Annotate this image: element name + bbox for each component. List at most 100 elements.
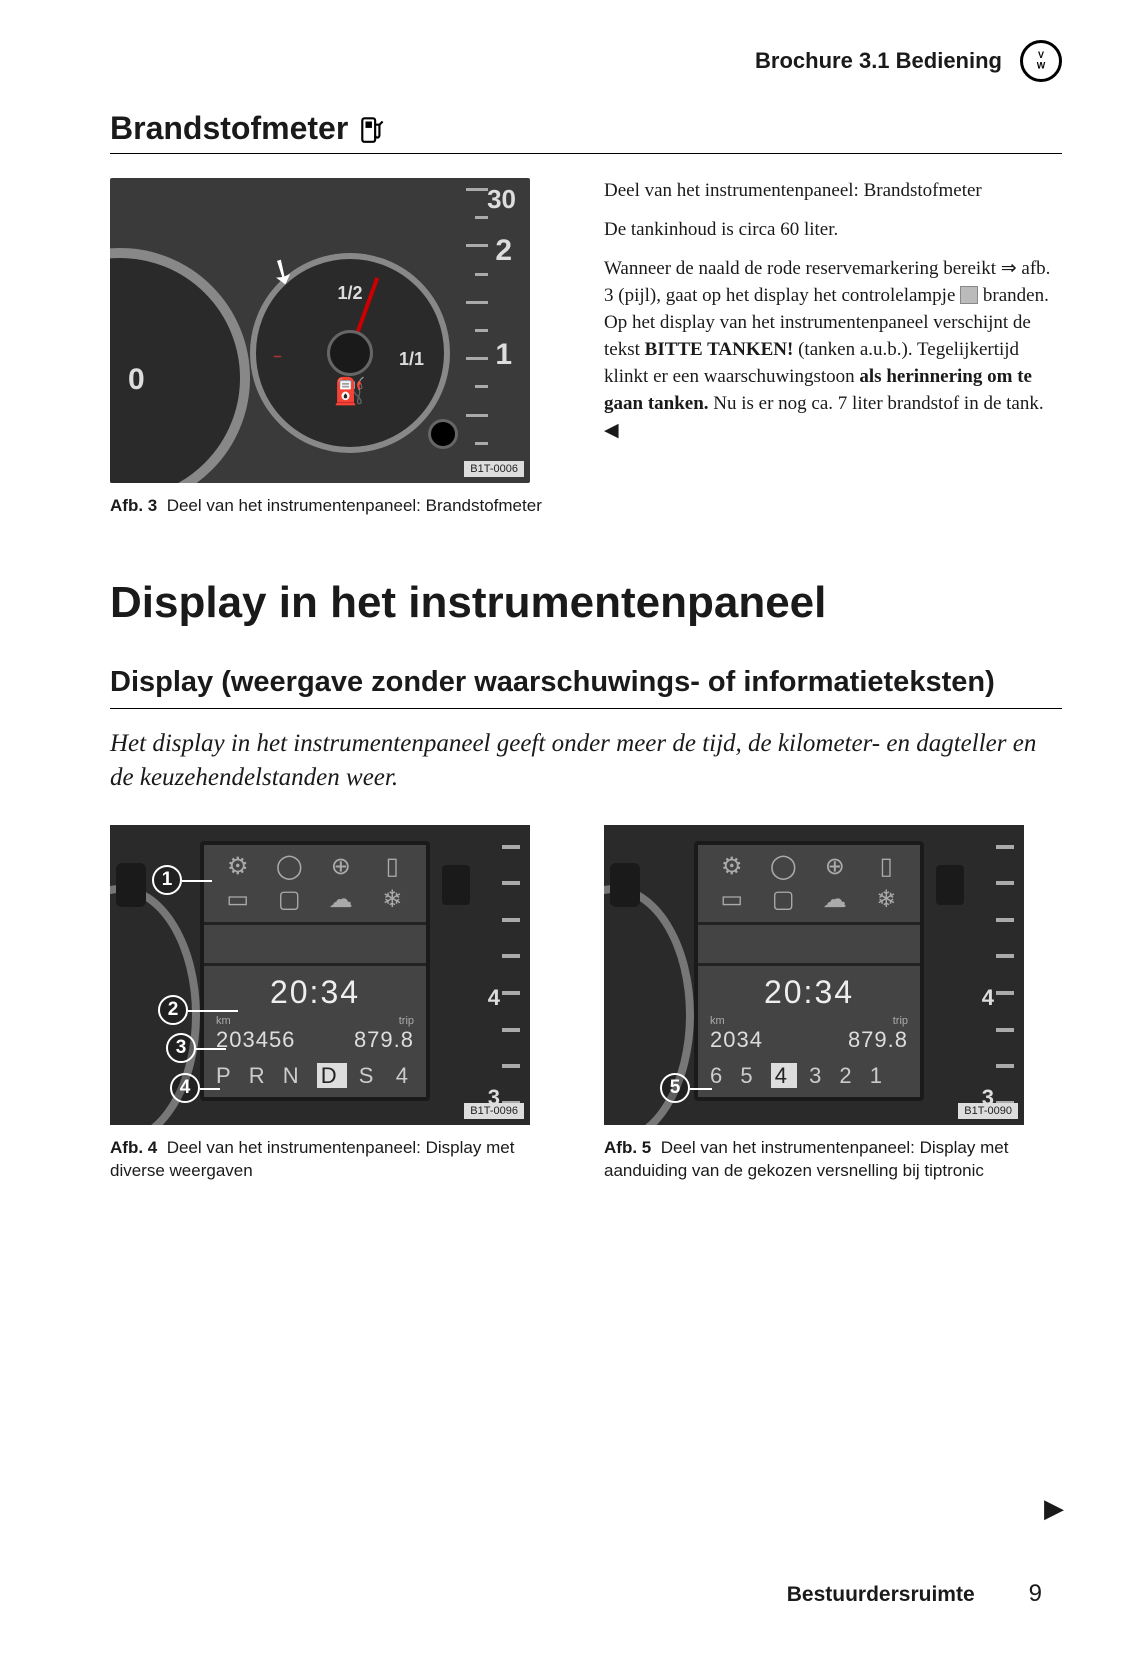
fig5-odo: km2034 trip879.8 bbox=[698, 1015, 920, 1059]
fig4-gear-row: P R N D S 4 bbox=[204, 1059, 426, 1097]
icon-circle: ◯ bbox=[758, 852, 810, 881]
fig5-gear-row: 6 5 4 3 2 1 bbox=[698, 1059, 920, 1097]
icon-service: ⚙ bbox=[706, 852, 758, 881]
footer-page-number: 9 bbox=[1029, 1580, 1042, 1608]
fig5-right-ticks bbox=[996, 845, 1014, 1105]
fig4-time: 20:34 bbox=[204, 966, 426, 1015]
footer-section: Bestuurdersruimte bbox=[787, 1583, 975, 1607]
fig5-callout-5: 5 bbox=[660, 1073, 690, 1103]
fig5-lcd-iconrow: ⚙ ◯ ⊕ ▯ ▭ ▢ ☁ ❄ bbox=[698, 845, 920, 925]
fig5-km-label: km bbox=[710, 1015, 763, 1027]
fig5-time: 20:34 bbox=[698, 966, 920, 1015]
figure4-column: ⚙ ◯ ⊕ ▯ ▭ ▢ ☁ ❄ 20:34 km203456 trip879.8 bbox=[110, 825, 568, 1183]
fig4-right-4: 4 bbox=[488, 985, 500, 1011]
fuel-full-label: 1/1 bbox=[399, 349, 424, 370]
section1-para2: De tankinhoud is circa 60 liter. bbox=[604, 217, 1062, 244]
figure4-caption: Afb. 4 Deel van het instrumentenpaneel: … bbox=[110, 1137, 568, 1183]
fig4-gear-number: 4 bbox=[396, 1063, 414, 1089]
figure5-caption-text: Deel van het instrumentenpaneel: Display… bbox=[604, 1138, 1008, 1180]
icon-service: ⚙ bbox=[212, 852, 264, 881]
figure3-fuel-gauge: 0 1/2 1/1 ⎯ ⛽ ➘ 30 2 1 B1T-0006 bbox=[110, 178, 530, 483]
icon-steer: ☁ bbox=[315, 885, 367, 914]
fuel-pump-glyph-icon: ⛽ bbox=[334, 377, 366, 407]
figure3-caption-label: Afb. 3 bbox=[110, 496, 157, 515]
page-footer: Bestuurdersruimte 9 bbox=[787, 1580, 1042, 1608]
fig4-odo: km203456 trip879.8 bbox=[204, 1015, 426, 1059]
fig4-trip-value: 879.8 bbox=[354, 1027, 414, 1052]
figure4-caption-label: Afb. 4 bbox=[110, 1138, 157, 1157]
fig4-km-label: km bbox=[216, 1015, 295, 1027]
section1-para3: Wanneer de naald de rode reservemarkerin… bbox=[604, 256, 1062, 445]
right-gauge-ticks bbox=[466, 188, 488, 473]
figure5-display: ⚙ ◯ ⊕ ▯ ▭ ▢ ☁ ❄ 20:34 km2034 trip879.8 bbox=[604, 825, 1024, 1125]
fig5-left-button bbox=[610, 863, 640, 907]
fig4-km-value: 203456 bbox=[216, 1027, 295, 1052]
icon-steer: ☁ bbox=[809, 885, 861, 914]
figure3-id: B1T-0006 bbox=[464, 461, 524, 477]
fig5-gear-letters: 6 5 4 3 2 1 bbox=[710, 1063, 888, 1089]
vw-logo-icon: V W bbox=[1020, 40, 1062, 82]
icon-door: ▯ bbox=[367, 852, 419, 881]
figure5-id: B1T-0090 bbox=[958, 1103, 1018, 1119]
fig5-callout-5-line bbox=[690, 1088, 712, 1090]
figure5-column: ⚙ ◯ ⊕ ▯ ▭ ▢ ☁ ❄ 20:34 km2034 trip879.8 bbox=[604, 825, 1062, 1183]
fig5-trip-label: trip bbox=[848, 1015, 908, 1027]
fig5-lcd: ⚙ ◯ ⊕ ▯ ▭ ▢ ☁ ❄ 20:34 km2034 trip879.8 bbox=[694, 841, 924, 1101]
page-header: Brochure 3.1 Bediening V W bbox=[110, 40, 1062, 82]
svg-text:V: V bbox=[1038, 50, 1044, 60]
fig4-callout-4-line bbox=[200, 1088, 220, 1090]
figure5-caption-label: Afb. 5 bbox=[604, 1138, 651, 1157]
fig4-callout-2-line bbox=[188, 1010, 238, 1012]
figure3-caption-text: Deel van het instrumentenpaneel: Brandst… bbox=[167, 496, 542, 515]
right-gauge-1: 1 bbox=[495, 338, 512, 372]
fig4-callout-3-line bbox=[196, 1048, 226, 1050]
figure3-caption: Afb. 3 Deel van het instrumentenpaneel: … bbox=[110, 495, 568, 518]
icon-washer: ▢ bbox=[758, 885, 810, 914]
section1-para1: Deel van het instrumentenpaneel: Brandst… bbox=[604, 178, 1062, 205]
brochure-label: Brochure 3.1 Bediening bbox=[755, 48, 1002, 74]
icon-circle: ◯ bbox=[264, 852, 316, 881]
section-title-brandstofmeter: Brandstofmeter bbox=[110, 110, 1062, 154]
fig4-lcd: ⚙ ◯ ⊕ ▯ ▭ ▢ ☁ ❄ 20:34 km203456 trip879.8 bbox=[200, 841, 430, 1101]
fuel-warning-lamp-icon bbox=[960, 286, 978, 304]
fig5-right-button bbox=[936, 865, 964, 905]
icon-engine: ▭ bbox=[212, 885, 264, 914]
figure4-id: B1T-0096 bbox=[464, 1103, 524, 1119]
chapter-title: Display in het instrumentenpaneel bbox=[110, 578, 1062, 628]
section-title-text: Brandstofmeter bbox=[110, 110, 348, 147]
fuel-pump-icon bbox=[360, 114, 386, 144]
fig5-trip-value: 879.8 bbox=[848, 1027, 908, 1052]
icon-bulb: ⊕ bbox=[315, 852, 367, 881]
warning-led-icon bbox=[428, 419, 458, 449]
figure4-caption-text: Deel van het instrumentenpaneel: Display… bbox=[110, 1138, 514, 1180]
fuel-dial-center bbox=[327, 330, 373, 376]
fig4-right-ticks bbox=[502, 845, 520, 1105]
fig4-callout-2: 2 bbox=[158, 995, 188, 1025]
fig4-right-button bbox=[442, 865, 470, 905]
fig5-gear-selected: 4 bbox=[771, 1063, 797, 1088]
fig5-right-4: 4 bbox=[982, 985, 994, 1011]
chapter-lead: Het display in het instrumentenpaneel ge… bbox=[110, 727, 1062, 795]
fig4-gear-selected: D bbox=[317, 1063, 347, 1088]
fig5-km-value: 2034 bbox=[710, 1027, 763, 1052]
speedo-zero-label: 0 bbox=[128, 363, 145, 397]
continue-arrow-icon: ▶ bbox=[1044, 1494, 1064, 1524]
fuel-half-label: 1/2 bbox=[337, 283, 362, 304]
right-gauge-30: 30 bbox=[487, 184, 516, 215]
p3-bold1: BITTE TANKEN! bbox=[645, 339, 794, 360]
icon-engine: ▭ bbox=[706, 885, 758, 914]
icon-frost: ❄ bbox=[861, 885, 913, 914]
right-gauge-2: 2 bbox=[495, 234, 512, 268]
icon-frost: ❄ bbox=[367, 885, 419, 914]
fig4-callout-1-line bbox=[182, 880, 212, 882]
figure4-display: ⚙ ◯ ⊕ ▯ ▭ ▢ ☁ ❄ 20:34 km203456 trip879.8 bbox=[110, 825, 530, 1125]
figure3-column: 0 1/2 1/1 ⎯ ⛽ ➘ 30 2 1 B1T-0006 Afb. 3 D… bbox=[110, 178, 568, 518]
icon-washer: ▢ bbox=[264, 885, 316, 914]
fig4-callout-4: 4 bbox=[170, 1073, 200, 1103]
icon-bulb: ⊕ bbox=[809, 852, 861, 881]
figure5-caption: Afb. 5 Deel van het instrumentenpaneel: … bbox=[604, 1137, 1062, 1183]
fuel-empty-mark: ⎯ bbox=[274, 347, 281, 364]
fig4-gear-letters: P R N D S bbox=[216, 1063, 379, 1089]
fig4-callout-1: 1 bbox=[152, 865, 182, 895]
fig4-callout-3: 3 bbox=[166, 1033, 196, 1063]
